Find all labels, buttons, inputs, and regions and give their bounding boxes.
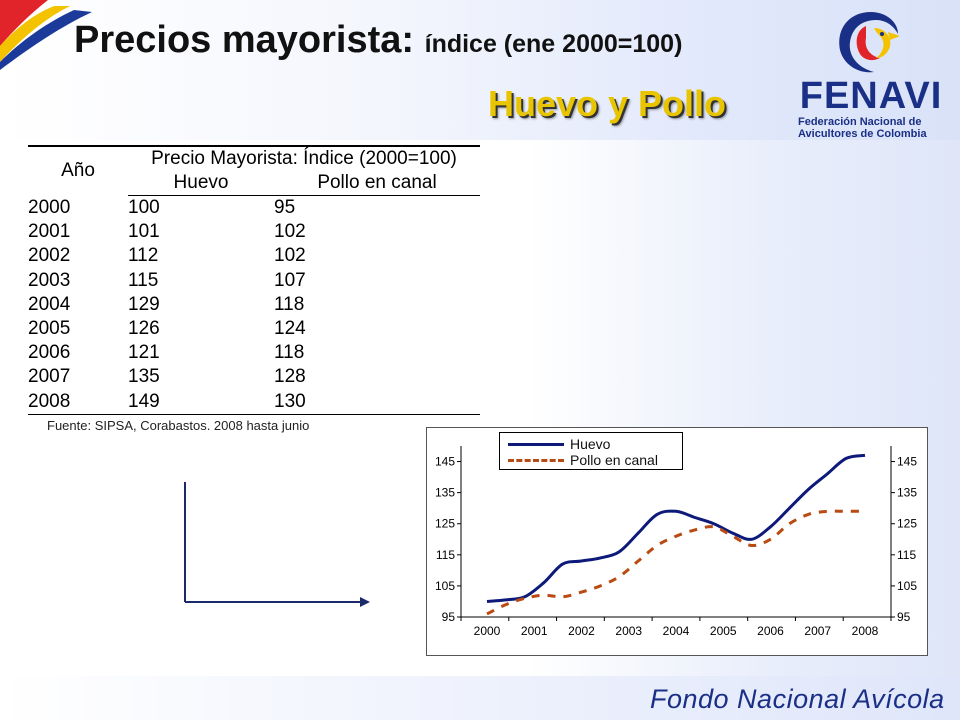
header-group: Precio Mayorista: Índice (2000=100)	[128, 145, 480, 171]
y-tick-label-right: 125	[897, 517, 917, 531]
cell-pollo: 130	[274, 389, 480, 415]
title-main: Precios mayorista:	[74, 19, 415, 61]
x-tick-label: 2001	[521, 624, 548, 638]
chart-canvas: 95 95 105 105 115 115 125 125 135 135 145 145 2000 20…	[435, 446, 917, 638]
legend-swatch-pollo	[508, 459, 564, 462]
cell-pollo: 118	[274, 342, 305, 364]
cell-year: 2008	[28, 389, 128, 415]
cell-pollo: 102	[274, 221, 306, 243]
table-row: 2002 112 102	[28, 244, 480, 268]
table-row: 2000 100 95	[28, 196, 480, 221]
chart-legend: Huevo Pollo en canal	[499, 432, 683, 470]
table-row: 2005 126 124	[28, 317, 480, 341]
x-tick-label: 2002	[568, 624, 595, 638]
tagline-line-1: Federación Nacional de	[798, 116, 922, 128]
table-row: 2004 129 118	[28, 293, 480, 317]
chart-tick-labels: 95 95 105 105 115 115 125 125 135 135 145 145 2000 20…	[435, 455, 917, 638]
cell-year: 2000	[28, 196, 71, 218]
cell-year: 2004	[28, 293, 71, 315]
cell-pollo: 102	[274, 245, 306, 267]
source-note: Fuente: SIPSA, Corabastos. 2008 hasta ju…	[47, 418, 310, 433]
fenavi-wordmark: FENAVI	[799, 75, 943, 117]
line-chart: 95 95 105 105 115 115 125 125 135 135 145 145 2000 20…	[426, 427, 928, 656]
cell-pollo: 95	[274, 197, 296, 219]
y-tick-label-left: 115	[436, 548, 455, 562]
series-line-pollo	[486, 509, 865, 616]
corner-swoosh-logo	[0, 0, 92, 70]
cell-huevo: 149	[128, 389, 274, 415]
y-tick-label-left: 95	[442, 610, 456, 624]
table-row: 2003 115 107	[28, 269, 480, 293]
legend-swatch-huevo	[508, 443, 564, 446]
x-tick-label: 2004	[663, 624, 690, 638]
table-row: 2006 121 118	[28, 341, 480, 365]
price-index-table: Año Precio Mayorista: Índice (2000=100) …	[28, 145, 480, 415]
series-line-huevo	[486, 453, 866, 603]
x-tick-label: 2000	[474, 624, 501, 638]
cell-year: 2005	[28, 318, 71, 340]
cell-huevo: 101	[128, 221, 160, 243]
y-tick-label-left: 145	[435, 455, 455, 469]
table-body: 2000 100 95 2001 101 102 2002 112 102 2003 115 1…	[28, 196, 480, 415]
section-title: Huevo y Pollo	[488, 83, 727, 124]
cell-year: 2003	[28, 269, 71, 291]
y-tick-label-right: 95	[897, 610, 911, 624]
x-tick-label: 2005	[710, 624, 737, 638]
fondo-nacional-avicola-logo: Fondo Nacional Avícola	[650, 684, 945, 714]
cell-pollo: 124	[274, 318, 306, 340]
y-tick-label-left: 135	[435, 486, 455, 500]
cell-huevo: 129	[128, 293, 160, 315]
table-subheader-row: Huevo Pollo en canal	[28, 171, 480, 196]
header-huevo: Huevo	[128, 171, 274, 196]
x-tick-label: 2006	[757, 624, 784, 638]
cell-year: 2002	[28, 245, 71, 267]
legend-label-pollo: Pollo en canal	[570, 452, 658, 468]
fenavi-logo: FENAVI Federación Nacional de Avicultore…	[796, 8, 946, 140]
table-row: 2008 149 130	[28, 389, 480, 415]
title-sub: índice (ene 2000=100)	[424, 30, 683, 58]
table-header-row: Año Precio Mayorista: Índice (2000=100)	[28, 145, 480, 196]
y-tick-label-right: 145	[897, 455, 917, 469]
legend-label-huevo: Huevo	[570, 436, 611, 452]
cell-huevo: 100	[128, 197, 160, 219]
cell-huevo: 135	[128, 366, 160, 388]
header-band	[0, 0, 960, 140]
cell-year: 2007	[28, 366, 71, 388]
cell-huevo: 115	[128, 269, 159, 291]
footer-band	[0, 676, 960, 720]
cell-pollo: 118	[274, 293, 305, 315]
cell-pollo: 107	[274, 269, 306, 291]
y-tick-label-right: 115	[897, 548, 916, 562]
fenavi-tagline: Federación Nacional de Avicultores de Co…	[798, 116, 946, 140]
cell-year: 2001	[28, 221, 71, 243]
y-tick-label-right: 105	[897, 579, 917, 593]
header-year: Año	[28, 145, 128, 196]
cell-year: 2006	[28, 342, 71, 364]
y-tick-label-left: 105	[435, 579, 455, 593]
cell-pollo: 128	[274, 366, 306, 388]
x-tick-label: 2008	[852, 624, 879, 638]
bird-emblem-icon	[839, 12, 900, 73]
y-tick-label-left: 125	[435, 517, 455, 531]
table-row: 2007 135 128	[28, 365, 480, 389]
tagline-line-2: Avicultores de Colombia	[798, 128, 927, 140]
x-tick-label: 2007	[804, 624, 831, 638]
page-title: Precios mayorista: índice (ene 2000=100)	[74, 16, 682, 68]
chart-axes	[457, 446, 895, 621]
table-row: 2001 101 102	[28, 220, 480, 244]
header-pollo: Pollo en canal	[274, 171, 480, 196]
cell-huevo: 126	[128, 318, 160, 340]
axes-arrow-graphic	[184, 482, 370, 607]
cell-huevo: 121	[128, 342, 160, 364]
chart-series	[486, 453, 866, 616]
y-tick-label-right: 135	[897, 486, 917, 500]
cell-huevo: 112	[128, 245, 159, 267]
x-tick-label: 2003	[615, 624, 642, 638]
